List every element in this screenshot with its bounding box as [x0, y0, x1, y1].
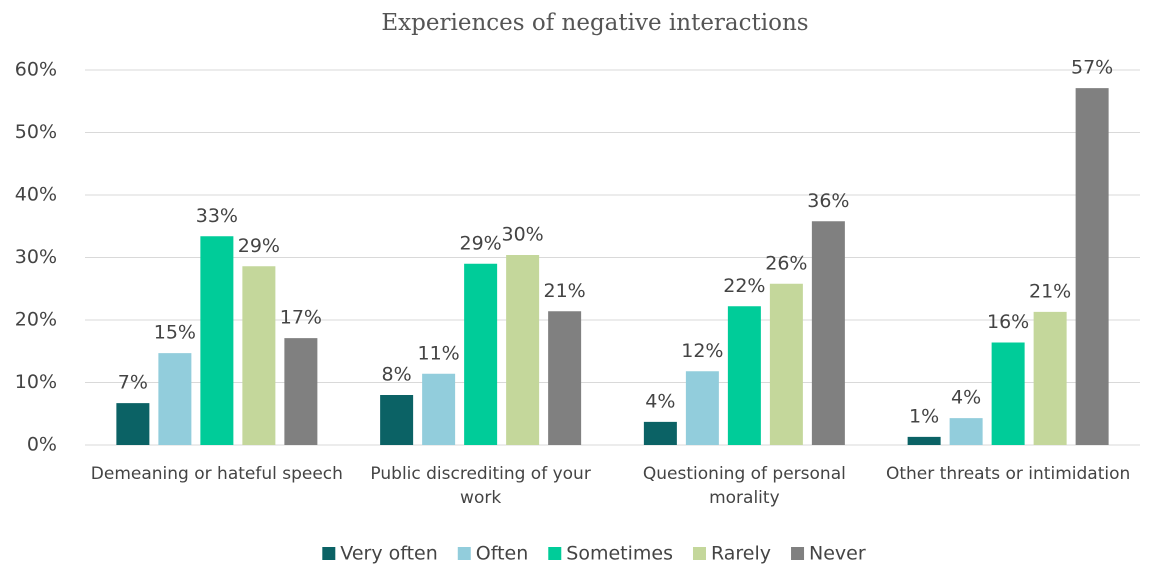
bar [116, 403, 150, 445]
data-label: 7% [118, 372, 148, 394]
data-label: 26% [765, 252, 807, 274]
data-label: 30% [502, 224, 544, 246]
bar [1075, 88, 1109, 445]
data-label: 8% [382, 364, 412, 386]
x-tick-label: Questioning of personal morality [642, 464, 846, 508]
data-label: 57% [1071, 57, 1113, 79]
bar [643, 421, 677, 445]
data-label: 36% [807, 190, 849, 212]
bar [242, 266, 276, 445]
legend-swatch [322, 547, 336, 560]
data-label: 33% [196, 205, 238, 227]
x-tick-label: Demeaning or hateful speech [90, 464, 343, 484]
y-tick-label: 50% [15, 121, 57, 143]
y-tick-label: 40% [15, 184, 57, 206]
bar [1033, 311, 1067, 445]
data-label: 1% [909, 405, 939, 427]
data-label: 12% [681, 340, 723, 362]
bar [422, 373, 456, 445]
legend-label: Rarely [711, 543, 771, 565]
bar [907, 436, 941, 445]
legend-label: Sometimes [566, 543, 673, 565]
y-tick-label: 60% [15, 59, 57, 81]
data-label: 16% [987, 311, 1029, 333]
bar [506, 255, 540, 445]
bar [200, 236, 234, 445]
legend-swatch [548, 547, 562, 560]
x-tick-label: Public discrediting of your work [370, 464, 591, 508]
x-tick-label: Other threats or intimidation [885, 464, 1131, 484]
bar [991, 342, 1025, 445]
data-label: 4% [645, 390, 675, 412]
data-label: 15% [154, 322, 196, 344]
data-label: 22% [723, 275, 765, 297]
bar [380, 395, 414, 445]
bar [158, 353, 192, 445]
bar [727, 306, 761, 445]
legend-label: Very often [340, 543, 437, 565]
y-tick-label: 10% [15, 371, 57, 393]
bar [464, 263, 498, 445]
bar [769, 283, 803, 445]
bar [548, 311, 582, 445]
data-label: 17% [280, 307, 322, 329]
chart-title: Experiences of negative interactions [381, 10, 808, 36]
data-label: 21% [544, 280, 586, 302]
data-label: 29% [460, 232, 502, 254]
bar [685, 371, 719, 445]
y-tick-label: 0% [27, 434, 57, 456]
legend-swatch [791, 547, 805, 560]
data-label: 29% [238, 235, 280, 257]
data-label: 11% [418, 342, 460, 364]
bar [949, 418, 983, 445]
data-label: 21% [1029, 280, 1071, 302]
y-tick-label: 30% [15, 246, 57, 268]
legend-swatch [457, 547, 471, 560]
legend-label: Often [476, 543, 529, 565]
bar [284, 338, 318, 445]
legend-label: Never [809, 543, 866, 565]
data-label: 4% [951, 387, 981, 409]
y-tick-label: 20% [15, 309, 57, 331]
bar [811, 221, 845, 445]
legend-swatch [692, 547, 706, 560]
